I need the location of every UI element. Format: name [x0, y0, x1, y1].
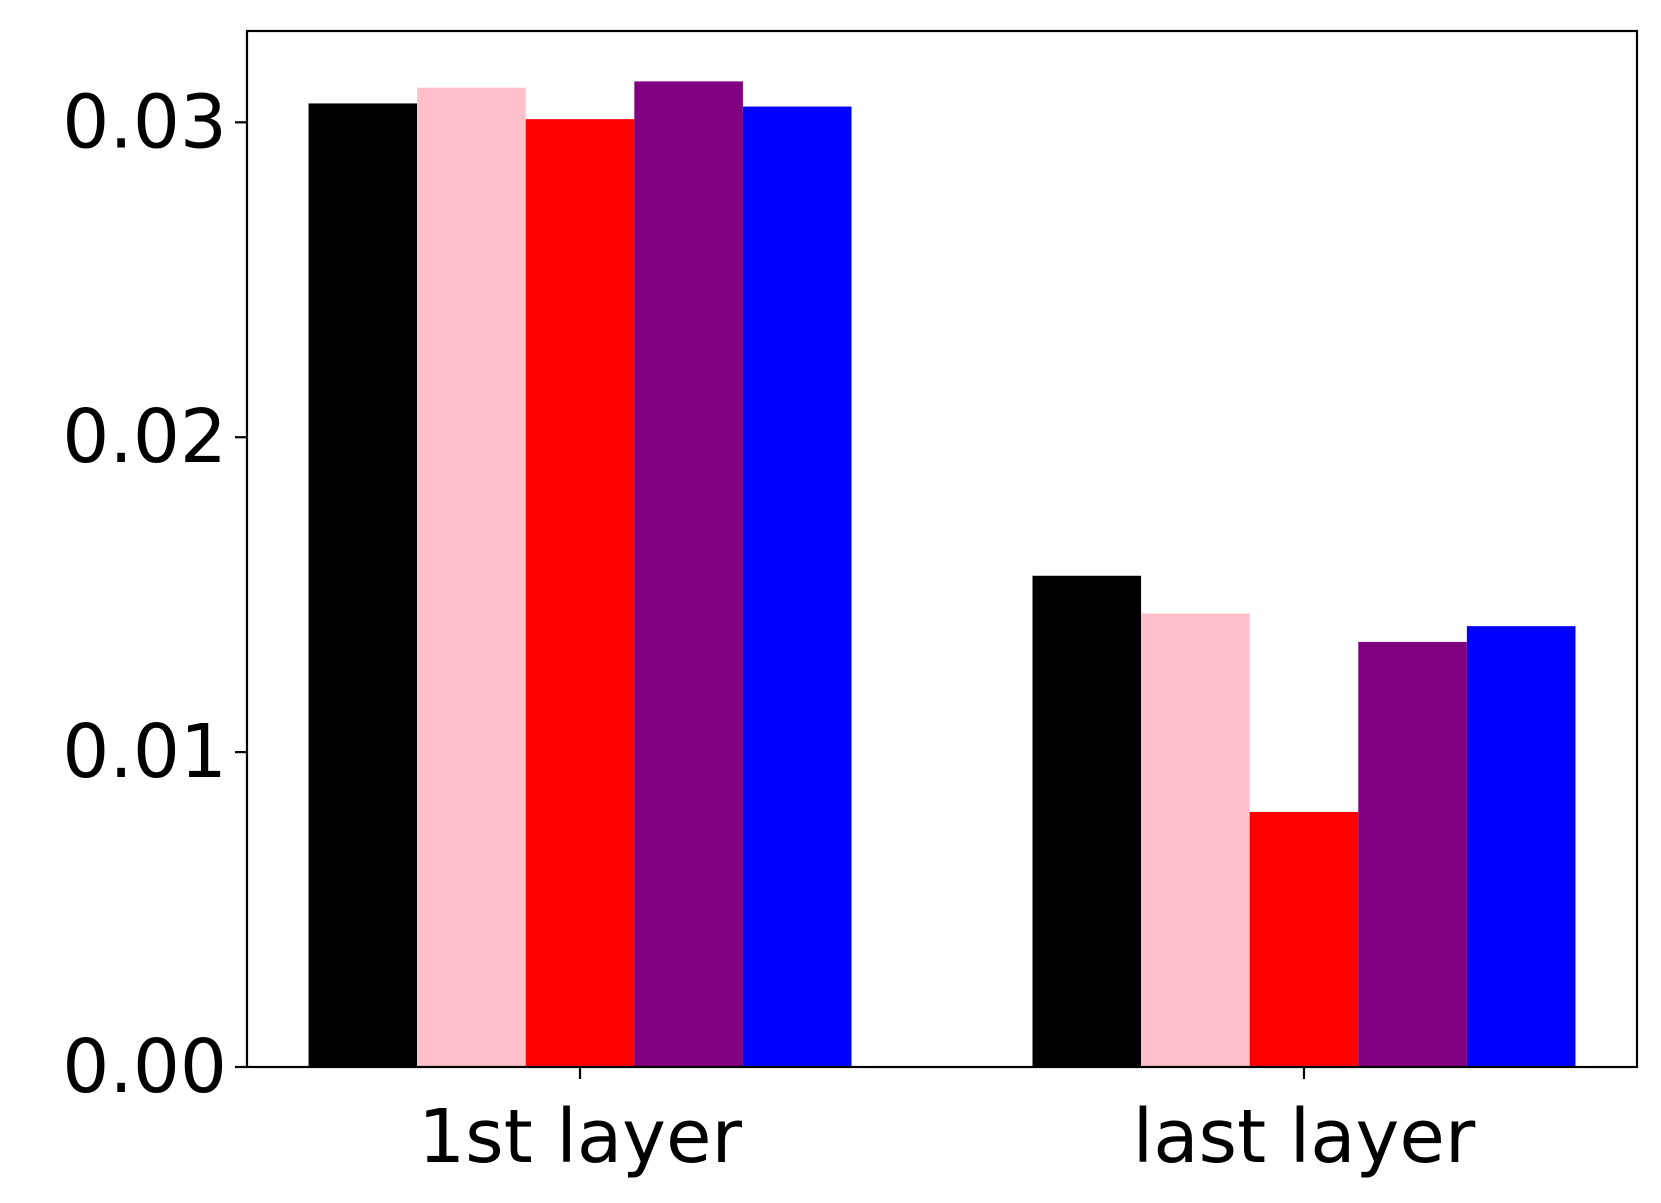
- y-tick-label: 0.00: [62, 1024, 227, 1110]
- x-axis: 1st layer last layer: [418, 1067, 1476, 1180]
- y-tick-label: 0.03: [62, 79, 227, 165]
- bar-1st-layer-series-4: [634, 81, 743, 1067]
- bar-1st-layer-series-1: [308, 103, 418, 1068]
- plot-frame: [245, 29, 1639, 1069]
- bar-1st-layer-series-5: [742, 106, 852, 1067]
- bar-last-layer-series-4: [1358, 641, 1467, 1067]
- y-tick-label: 0.01: [62, 709, 227, 795]
- y-axis: 0.00 0.01 0.02 0.03: [62, 79, 247, 1110]
- bar-1st-layer-series-2: [417, 87, 526, 1068]
- bar-1st-layer-series-3: [525, 119, 635, 1068]
- bars-layer: [308, 81, 1576, 1068]
- x-category-label: 1st layer: [418, 1094, 742, 1180]
- bar-last-layer-series-5: [1466, 626, 1576, 1067]
- bar-last-layer-series-3: [1249, 811, 1359, 1067]
- bar-last-layer-series-1: [1032, 575, 1142, 1067]
- y-tick-label: 0.02: [62, 394, 227, 480]
- x-category-label: last layer: [1133, 1094, 1476, 1180]
- bar-last-layer-series-2: [1141, 613, 1250, 1067]
